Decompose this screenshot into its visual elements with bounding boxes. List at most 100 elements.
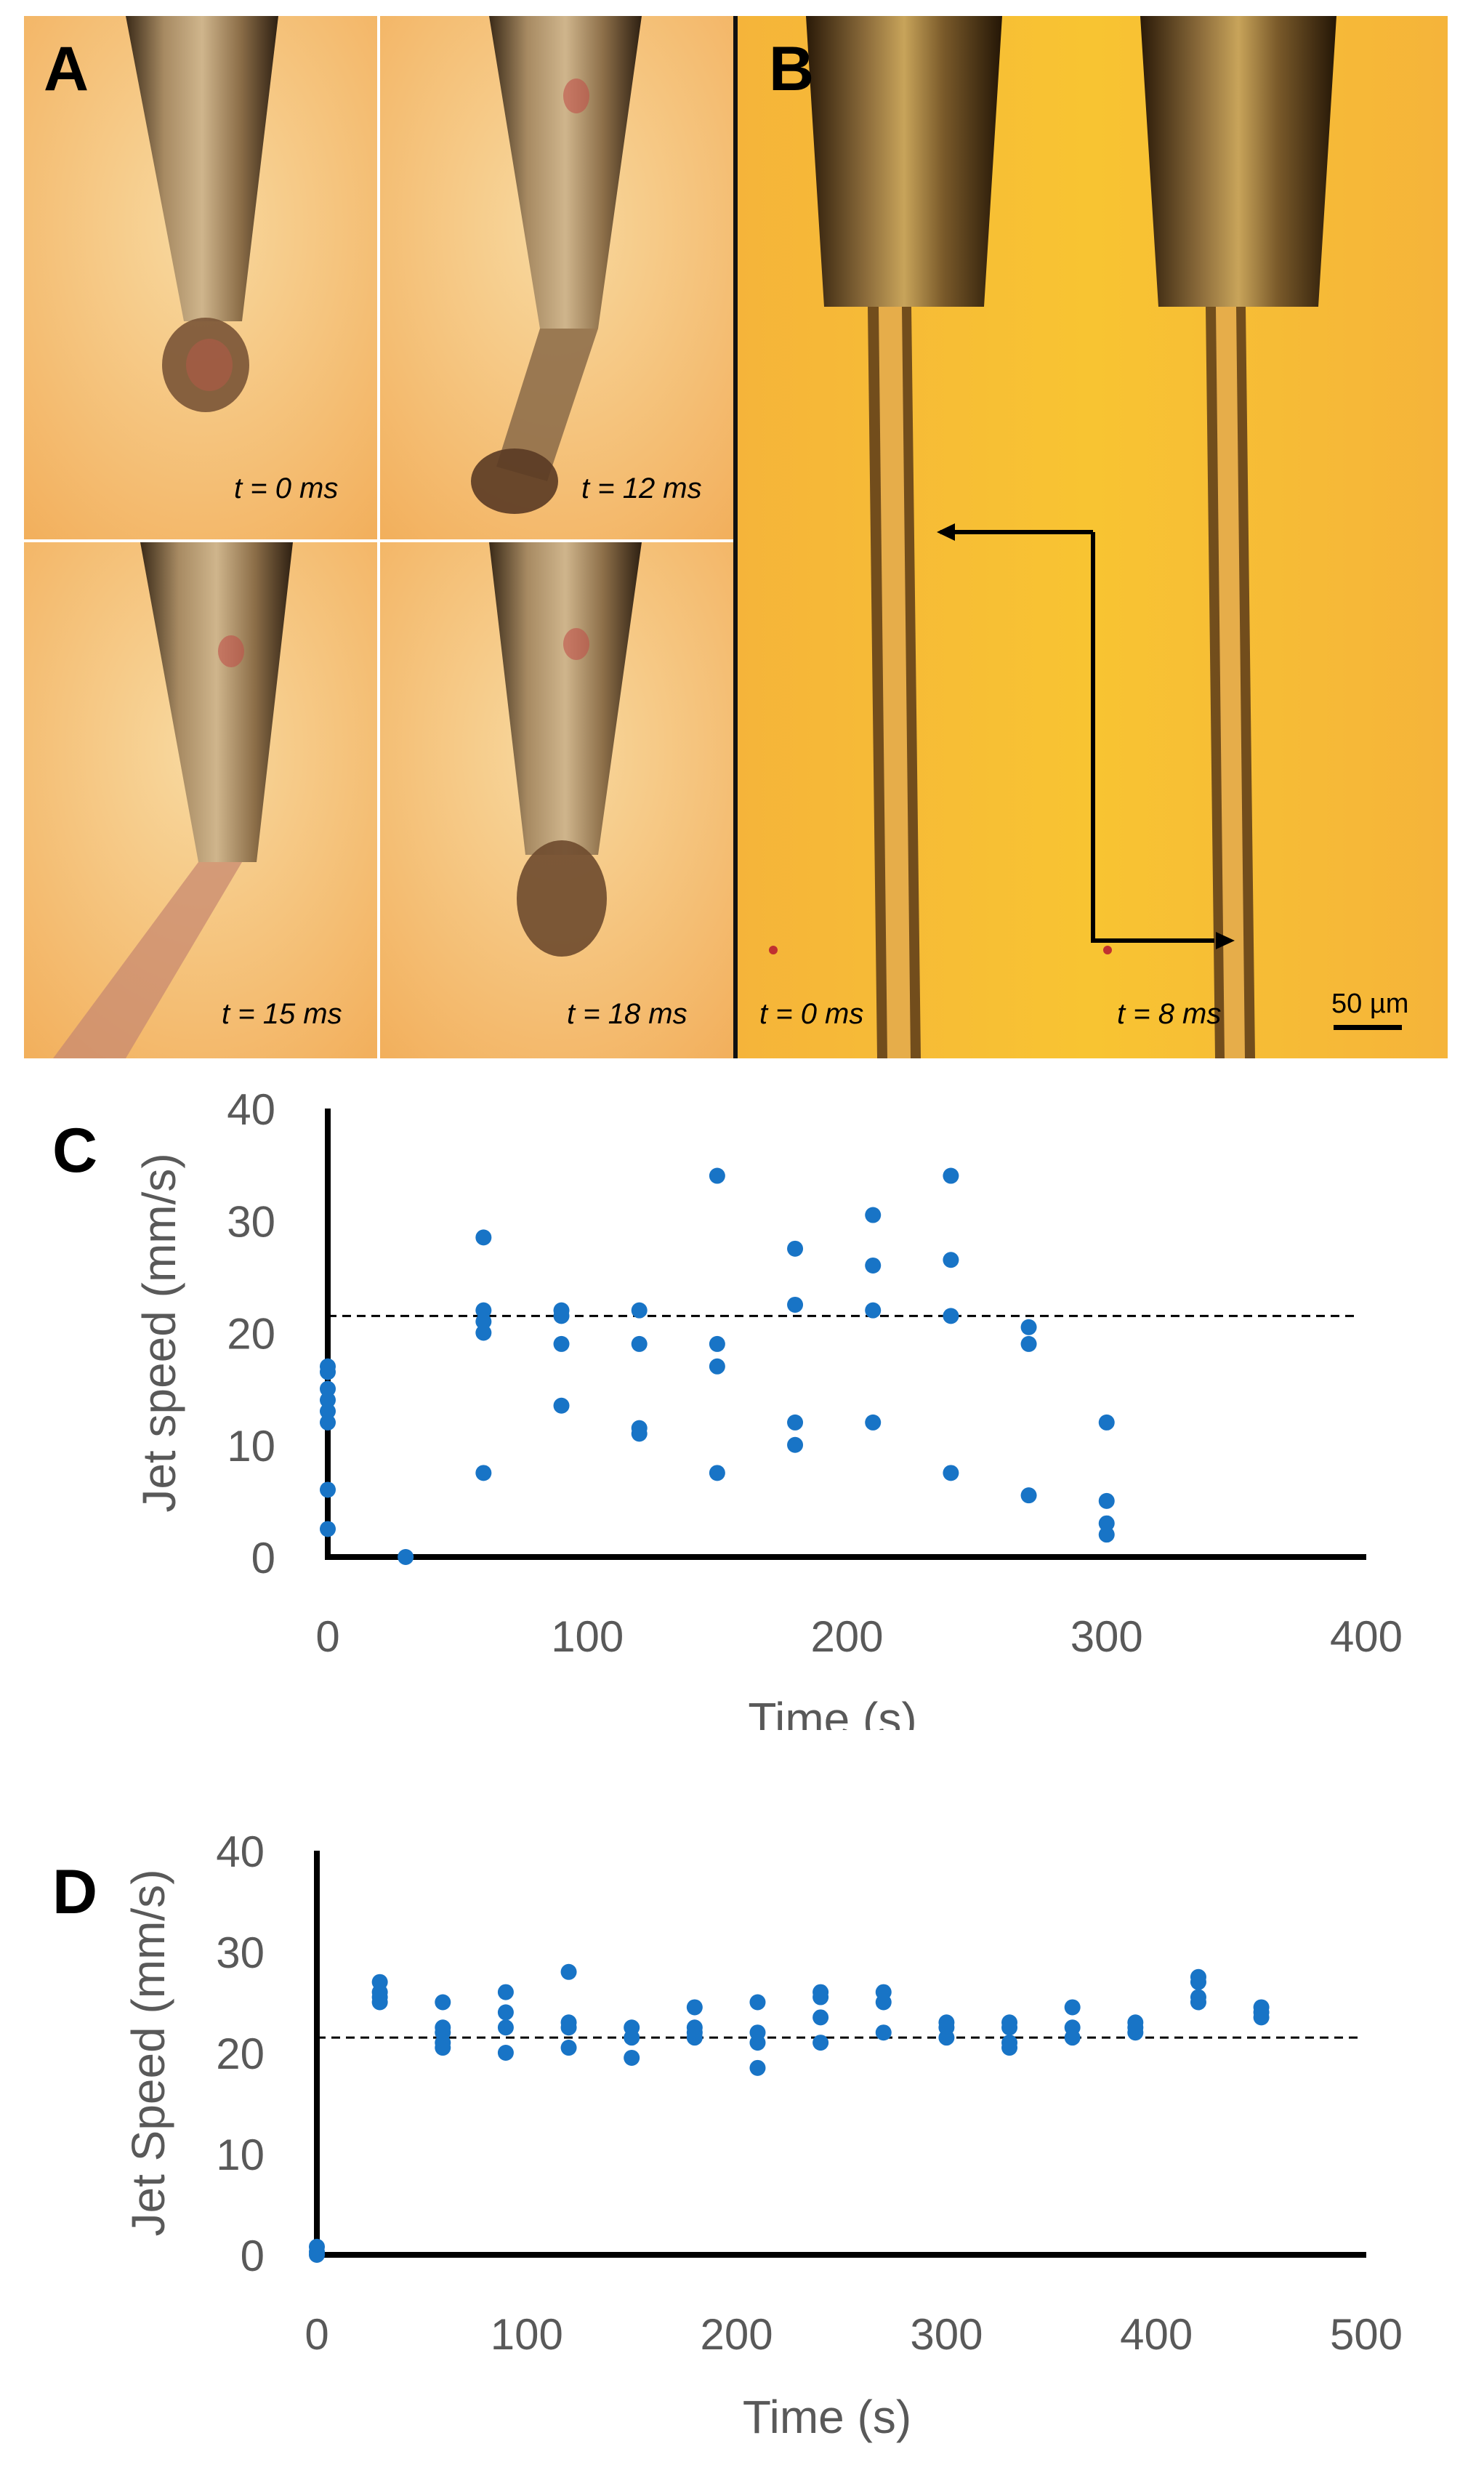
- data-point: [624, 2030, 640, 2046]
- data-point: [709, 1167, 725, 1184]
- data-point: [787, 1296, 804, 1313]
- panel-a-frame-4: [380, 542, 733, 1058]
- panel-a-frame-2: [380, 16, 733, 539]
- data-point: [865, 1302, 882, 1319]
- data-point: [1127, 2024, 1144, 2041]
- data-point: [560, 1963, 577, 1980]
- panel-b-image: [733, 16, 1448, 1058]
- x-tick-label: 0: [305, 2310, 328, 2359]
- capillary-jet-image: [733, 16, 1448, 1058]
- data-point: [943, 1252, 959, 1268]
- data-point: [1001, 2040, 1018, 2056]
- data-point: [398, 1549, 414, 1565]
- data-point: [749, 1994, 766, 2011]
- data-point: [865, 1207, 882, 1223]
- scale-bar: [1334, 1025, 1402, 1030]
- data-point: [624, 2049, 640, 2066]
- data-point: [943, 1465, 959, 1481]
- data-point: [686, 1999, 703, 2016]
- y-tick-label: 10: [227, 1422, 275, 1471]
- data-point: [475, 1314, 492, 1330]
- y-axis-title: Jet speed (mm/s): [133, 1153, 185, 1512]
- data-point: [1098, 1526, 1115, 1543]
- data-point: [1190, 1994, 1206, 2011]
- data-point: [320, 1414, 336, 1431]
- data-point: [787, 1414, 804, 1431]
- y-tick-label: 0: [251, 1534, 275, 1582]
- data-point: [1020, 1335, 1037, 1352]
- data-point: [631, 1335, 648, 1352]
- data-point: [938, 2030, 955, 2046]
- data-point: [787, 1240, 804, 1257]
- data-point: [553, 1308, 570, 1324]
- x-tick-label: 100: [551, 1612, 624, 1661]
- panel-a-time-3: t = 15 ms: [222, 998, 342, 1030]
- scale-bar-label: 50 µm: [1331, 989, 1409, 1019]
- data-point: [497, 2045, 514, 2061]
- data-point: [865, 1257, 882, 1274]
- panel-a-frame-3: [24, 542, 377, 1058]
- x-tick-label: 300: [1070, 1612, 1143, 1661]
- data-point: [320, 1521, 336, 1537]
- data-point: [812, 1989, 829, 2006]
- data-point: [749, 2035, 766, 2051]
- panel-a-frame-1: [24, 16, 377, 539]
- data-point: [560, 2040, 577, 2056]
- panel-a-label: A: [44, 34, 89, 104]
- panel-a-time-4: t = 18 ms: [567, 998, 687, 1030]
- x-tick-label: 300: [910, 2310, 983, 2359]
- data-point: [1098, 1492, 1115, 1509]
- x-axis-title: Time (s): [743, 2391, 911, 2443]
- x-tick-label: 400: [1330, 1612, 1403, 1661]
- panel-b-label: B: [769, 34, 815, 104]
- data-point: [309, 2247, 325, 2263]
- y-tick-label: 20: [216, 2030, 265, 2078]
- data-point: [686, 2030, 703, 2046]
- data-point: [1098, 1515, 1115, 1532]
- data-point: [1253, 2009, 1270, 2026]
- data-point: [320, 1481, 336, 1498]
- panel-b-time-2: t = 8 ms: [1117, 998, 1222, 1030]
- y-tick-label: 30: [227, 1197, 275, 1246]
- data-point: [475, 1229, 492, 1246]
- data-point: [943, 1167, 959, 1184]
- data-point: [320, 1392, 336, 1409]
- y-tick-label: 40: [216, 1827, 265, 1876]
- x-tick-label: 100: [491, 2310, 563, 2359]
- x-tick-label: 500: [1330, 2310, 1403, 2359]
- data-point: [320, 1403, 336, 1420]
- data-point: [1064, 2030, 1081, 2046]
- data-point: [435, 2040, 451, 2056]
- x-tick-label: 200: [810, 1612, 883, 1661]
- x-tick-label: 400: [1120, 2310, 1193, 2359]
- data-point: [475, 1302, 492, 1319]
- data-point: [320, 1380, 336, 1397]
- y-tick-label: 40: [227, 1085, 275, 1134]
- data-point: [875, 2024, 892, 2041]
- panel-b-time-1: t = 0 ms: [759, 998, 864, 1030]
- data-point: [812, 2035, 829, 2051]
- x-tick-label: 200: [701, 2310, 773, 2359]
- data-point: [812, 2009, 829, 2026]
- data-point: [475, 1324, 492, 1341]
- data-point: [497, 2019, 514, 2036]
- data-point: [631, 1302, 648, 1319]
- panel-c-label: C: [52, 1116, 98, 1186]
- data-point: [560, 2019, 577, 2036]
- micropipette-droplet-image: [24, 16, 377, 539]
- data-point: [371, 1994, 388, 2011]
- data-point: [787, 1436, 804, 1453]
- data-point: [1001, 2019, 1018, 2036]
- y-tick-label: 0: [241, 2232, 265, 2280]
- data-point: [475, 1465, 492, 1481]
- data-point: [709, 1358, 725, 1375]
- data-point: [553, 1397, 570, 1414]
- y-axis-title: Jet Speed (mm/s): [122, 1869, 174, 2236]
- data-point: [875, 1994, 892, 2011]
- data-point: [631, 1425, 648, 1442]
- y-tick-label: 20: [227, 1310, 275, 1359]
- x-axis-title: Time (s): [748, 1693, 916, 1730]
- data-point: [1190, 1974, 1206, 1990]
